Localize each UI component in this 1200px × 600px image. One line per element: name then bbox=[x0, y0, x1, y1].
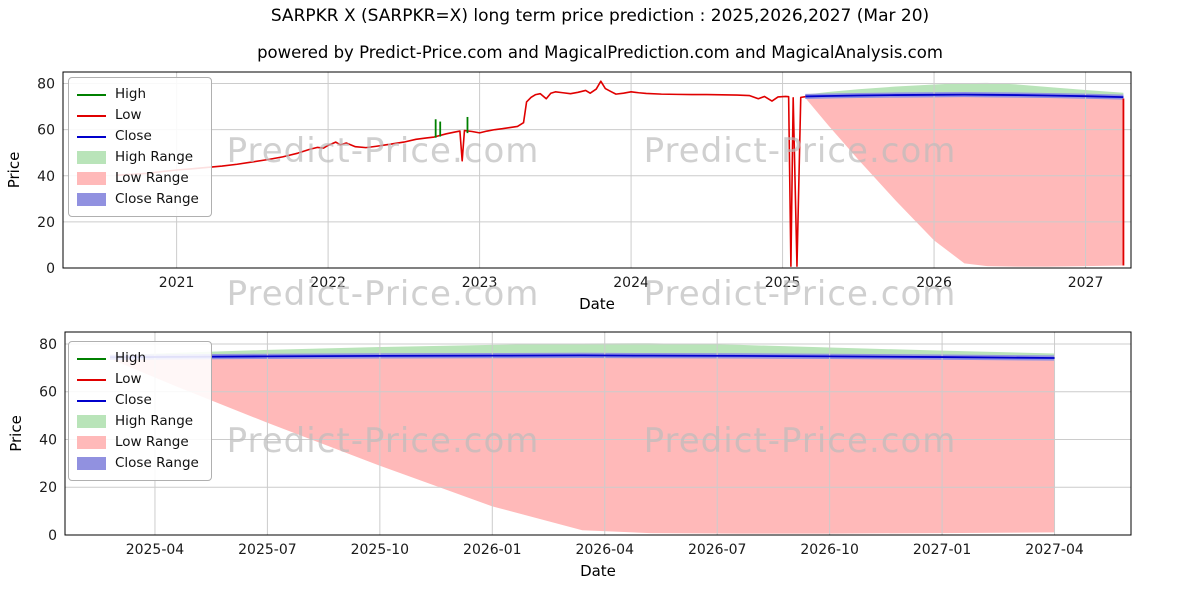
legend-item-low: Low bbox=[77, 105, 199, 126]
svg-text:2025-07: 2025-07 bbox=[238, 542, 297, 558]
legend-swatch-high bbox=[77, 93, 106, 96]
legend-item-high: High bbox=[77, 348, 199, 369]
legend-item-close-range: Close Range bbox=[77, 453, 199, 474]
legend-label: Close bbox=[115, 392, 152, 408]
svg-text:2026: 2026 bbox=[916, 275, 952, 291]
svg-text:2027: 2027 bbox=[1068, 275, 1104, 291]
page-title: SARPKR X (SARPKR=X) long term price pred… bbox=[270, 6, 930, 26]
legend-item-close: Close bbox=[77, 126, 199, 147]
legend-label: High Range bbox=[115, 413, 194, 429]
legend-label: High Range bbox=[115, 149, 194, 165]
legend-swatch-low_range bbox=[77, 436, 106, 449]
page-subtitle: powered by Predict-Price.com and Magical… bbox=[257, 43, 943, 62]
legend-swatch-low bbox=[77, 378, 106, 381]
svg-text:2027-04: 2027-04 bbox=[1025, 542, 1084, 558]
legend-swatch-low bbox=[77, 114, 106, 117]
legend-label: Low Range bbox=[115, 434, 189, 450]
legend-item-high-range: High Range bbox=[77, 411, 199, 432]
price-chart-full-history: 2021 2022 2023 2024 2025 2026 2027 0 20 40 60 80 Dat… bbox=[5, 71, 1132, 313]
legend-swatch-close bbox=[77, 399, 106, 402]
svg-text:2026-01: 2026-01 bbox=[463, 542, 522, 558]
svg-text:40: 40 bbox=[37, 169, 55, 185]
legend-item-low-range: Low Range bbox=[77, 432, 199, 453]
svg-text:20: 20 bbox=[39, 480, 57, 496]
legend-bottom: High Low Close High Range Low Range Close Ran… bbox=[68, 341, 212, 481]
legend-swatch-close_range bbox=[77, 193, 106, 206]
svg-text:2025-04: 2025-04 bbox=[126, 542, 185, 558]
legend-label: Close Range bbox=[115, 191, 199, 207]
legend-label: Close Range bbox=[115, 455, 199, 471]
legend-item-low-range: Low Range bbox=[77, 168, 199, 189]
legend-item-high-range: High Range bbox=[77, 147, 199, 168]
svg-text:2025-10: 2025-10 bbox=[351, 542, 410, 558]
svg-text:Date: Date bbox=[580, 562, 616, 580]
svg-text:0: 0 bbox=[48, 528, 57, 544]
svg-text:20: 20 bbox=[37, 215, 55, 231]
price-chart-forecast-detail: 2025-04 2025-07 2025-10 2026-01 2026-04 2026-… bbox=[7, 331, 1132, 580]
svg-text:2021: 2021 bbox=[159, 275, 195, 291]
svg-text:Price: Price bbox=[5, 152, 23, 189]
svg-text:Price: Price bbox=[7, 415, 25, 452]
svg-text:2022: 2022 bbox=[310, 275, 346, 291]
legend-label: High bbox=[115, 86, 147, 102]
legend-swatch-close_range bbox=[77, 457, 106, 470]
svg-text:60: 60 bbox=[37, 123, 55, 139]
legend-item-low: Low bbox=[77, 369, 199, 390]
svg-text:2026-10: 2026-10 bbox=[800, 542, 859, 558]
svg-text:2026-07: 2026-07 bbox=[688, 542, 747, 558]
legend-label: Low Range bbox=[115, 170, 189, 186]
legend-swatch-high bbox=[77, 357, 106, 360]
legend-label: High bbox=[115, 350, 147, 366]
svg-text:80: 80 bbox=[37, 77, 55, 93]
svg-text:Date: Date bbox=[579, 295, 615, 313]
legend-top: High Low Close High Range Low Range Close Ran… bbox=[68, 77, 212, 217]
svg-text:2026-04: 2026-04 bbox=[575, 542, 634, 558]
svg-text:2025: 2025 bbox=[765, 275, 801, 291]
svg-text:40: 40 bbox=[39, 432, 57, 448]
legend-swatch-high_range bbox=[77, 151, 106, 164]
legend-item-close: Close bbox=[77, 390, 199, 411]
legend-item-high: High bbox=[77, 84, 199, 105]
legend-swatch-high_range bbox=[77, 415, 106, 428]
svg-text:2024: 2024 bbox=[613, 275, 649, 291]
svg-text:2023: 2023 bbox=[462, 275, 498, 291]
legend-item-close-range: Close Range bbox=[77, 189, 199, 210]
legend-swatch-close bbox=[77, 135, 106, 138]
svg-text:2027-01: 2027-01 bbox=[913, 542, 972, 558]
legend-swatch-low_range bbox=[77, 172, 106, 185]
svg-text:60: 60 bbox=[39, 385, 57, 401]
legend-label: Close bbox=[115, 128, 152, 144]
svg-text:80: 80 bbox=[39, 337, 57, 353]
legend-label: Low bbox=[115, 371, 142, 387]
legend-label: Low bbox=[115, 107, 142, 123]
svg-text:0: 0 bbox=[46, 261, 55, 277]
